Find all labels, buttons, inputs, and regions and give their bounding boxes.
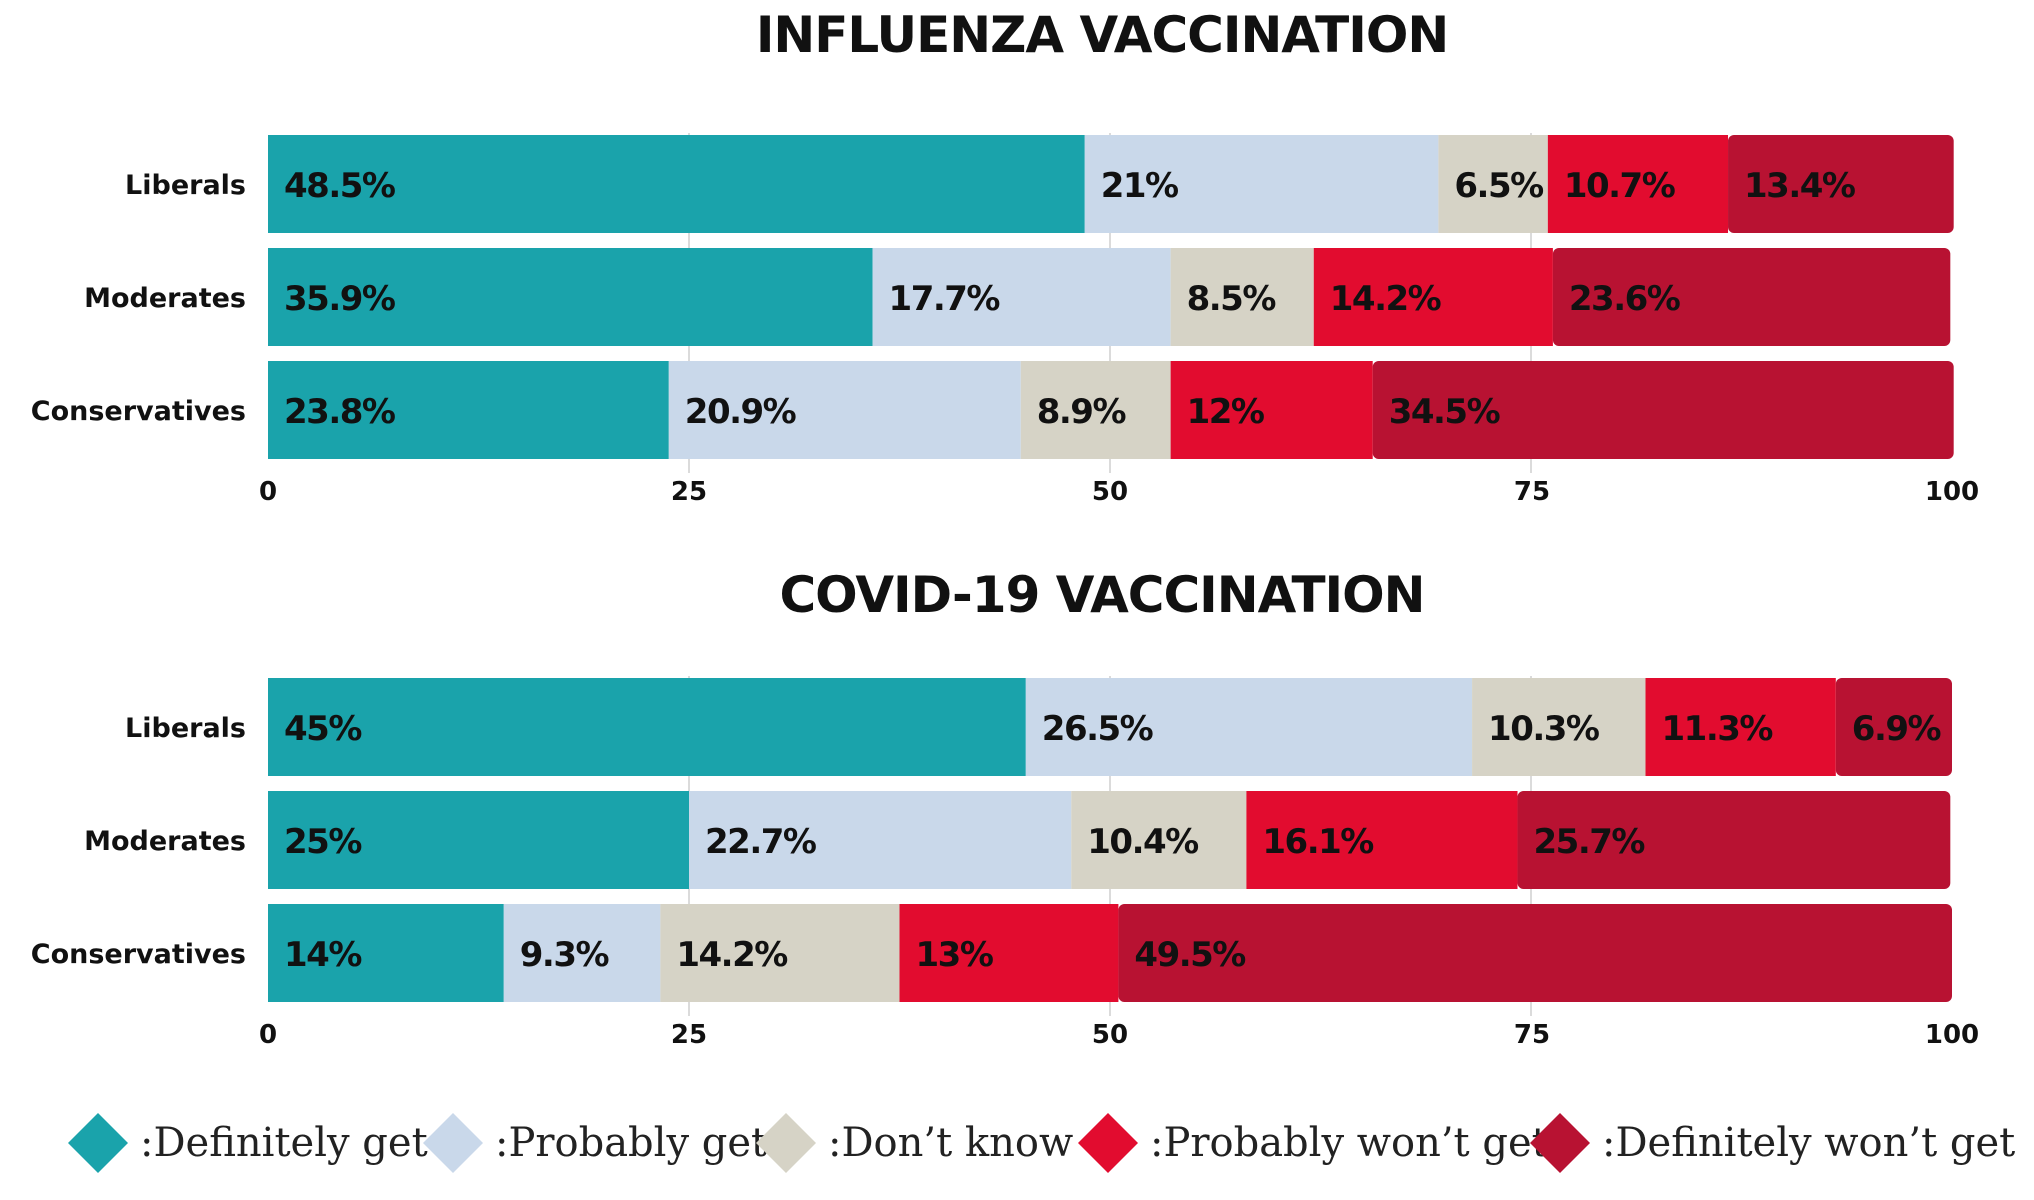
data-label: 10.4% <box>1087 822 1198 862</box>
bar-segment <box>689 791 1072 889</box>
legend-label: :Definitely get <box>140 1120 428 1166</box>
chart-title: COVID-19 VACCINATION <box>779 566 1424 624</box>
data-label: 12% <box>1187 392 1264 432</box>
bar-segment <box>1517 791 1951 889</box>
data-label: 10.7% <box>1564 166 1675 206</box>
bar-segment <box>1020 361 1171 459</box>
bar-segment <box>1084 135 1439 233</box>
diamond-icon <box>1530 1113 1590 1173</box>
bar-segment <box>268 135 1085 233</box>
data-label: 49.5% <box>1134 935 1245 975</box>
chart-panel-2: COVID-19 VACCINATION Liberals 45% 26.5% 10.3… <box>31 566 1979 1050</box>
legend: :Definitely get :Probably get :Don’t know:… <box>68 1113 2015 1173</box>
tick-label: 100 <box>1925 1020 1979 1050</box>
data-label: 14.2% <box>1330 279 1441 319</box>
tick-label: 0 <box>259 1020 277 1050</box>
bar-segment <box>1118 904 1952 1002</box>
bar-segment <box>1645 678 1836 776</box>
legend-label: :Probably get <box>495 1120 767 1166</box>
bar-segment <box>1547 135 1729 233</box>
diamond-icon <box>68 1113 128 1173</box>
bar-segment <box>268 791 689 889</box>
diamond-icon <box>756 1113 816 1173</box>
bar-segment <box>268 678 1026 776</box>
bar-segment <box>1170 361 1373 459</box>
diamond-icon <box>423 1113 483 1173</box>
bar-segment <box>660 904 900 1002</box>
data-label: 8.9% <box>1037 392 1126 432</box>
tick-label: 100 <box>1925 477 1979 507</box>
data-label: 45% <box>284 709 361 749</box>
bar-segment <box>668 361 1021 459</box>
data-label: 13% <box>916 935 993 975</box>
data-label: 34.5% <box>1389 392 1500 432</box>
data-label: 6.5% <box>1454 166 1543 206</box>
legend-label: :Don’t know <box>828 1120 1073 1166</box>
data-label: 14% <box>284 935 361 975</box>
bar-segment <box>1728 135 1954 233</box>
data-label: 10.3% <box>1488 709 1599 749</box>
tick-label: 50 <box>1092 1020 1128 1050</box>
bar-segment <box>1472 678 1646 776</box>
category-label: Liberals <box>125 170 246 201</box>
bar-segment <box>268 361 669 459</box>
data-label: 23.6% <box>1569 279 1680 319</box>
data-label: 13.4% <box>1744 166 1855 206</box>
bar-segment <box>1071 791 1247 889</box>
data-label: 48.5% <box>284 166 395 206</box>
data-label: 25% <box>284 822 361 862</box>
tick-label: 75 <box>1514 1020 1550 1050</box>
tick-label: 50 <box>1092 477 1128 507</box>
data-label: 20.9% <box>685 392 796 432</box>
bar-segment <box>1246 791 1518 889</box>
bar-segment <box>1835 678 1952 776</box>
data-label: 21% <box>1101 166 1178 206</box>
bar-segment <box>268 904 504 1002</box>
chart-title: INFLUENZA VACCINATION <box>756 6 1448 64</box>
bar-segment <box>1438 135 1548 233</box>
data-label: 17.7% <box>889 279 1000 319</box>
bar-segment <box>1552 248 1951 346</box>
data-label: 11.3% <box>1662 709 1773 749</box>
diamond-icon <box>1078 1113 1138 1173</box>
bar-segment <box>1372 361 1954 459</box>
data-label: 22.7% <box>705 822 816 862</box>
legend-label: :Probably won’t get <box>1150 1120 1548 1166</box>
bar-segment <box>1170 248 1314 346</box>
category-label: Moderates <box>84 826 246 857</box>
data-label: 25.7% <box>1534 822 1645 862</box>
bar-segment <box>872 248 1171 346</box>
bar-segment <box>268 248 873 346</box>
data-label: 6.9% <box>1852 709 1941 749</box>
chart-panel-1: INFLUENZA VACCINATION Liberals 48.5% 21% 6.5… <box>31 6 1979 507</box>
bar-segment <box>1313 248 1553 346</box>
data-label: 23.8% <box>284 392 395 432</box>
data-label: 26.5% <box>1042 709 1153 749</box>
bar-segment <box>1025 678 1473 776</box>
data-label: 35.9% <box>284 279 395 319</box>
data-label: 9.3% <box>520 935 609 975</box>
bar-segment <box>503 904 661 1002</box>
category-label: Moderates <box>84 283 246 314</box>
tick-label: 75 <box>1514 477 1550 507</box>
legend-label: :Definitely won’t get <box>1602 1120 2015 1166</box>
category-label: Liberals <box>125 713 246 744</box>
tick-label: 0 <box>259 477 277 507</box>
data-label: 14.2% <box>676 935 787 975</box>
category-label: Conservatives <box>31 939 246 970</box>
bar-segment <box>899 904 1119 1002</box>
tick-label: 25 <box>671 477 707 507</box>
data-label: 8.5% <box>1187 279 1276 319</box>
category-label: Conservatives <box>31 396 246 427</box>
data-label: 16.1% <box>1262 822 1373 862</box>
tick-label: 25 <box>671 1020 707 1050</box>
